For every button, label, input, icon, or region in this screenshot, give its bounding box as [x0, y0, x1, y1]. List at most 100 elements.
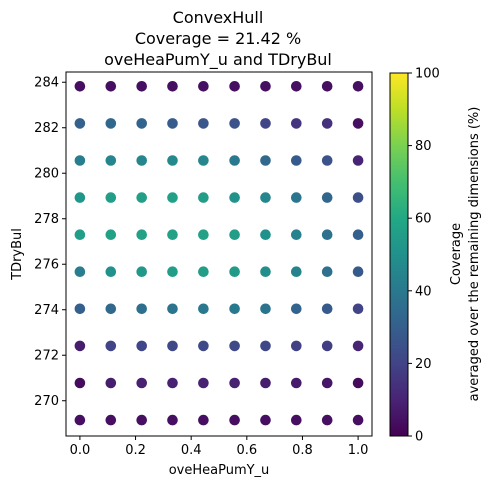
scatter-point [229, 118, 240, 129]
colorbar-tick-label: 100 [415, 67, 440, 82]
scatter-point [291, 81, 302, 92]
scatter-point [291, 229, 302, 240]
scatter-point [136, 81, 147, 92]
scatter-point [198, 229, 209, 240]
scatter-point [105, 266, 117, 278]
y-tick-label: 278 [34, 212, 59, 227]
scatter-point [352, 414, 364, 426]
x-tick-label: 0.2 [125, 443, 146, 458]
scatter-point [291, 118, 302, 129]
colorbar-tick-label: 60 [415, 212, 432, 227]
scatter-point [74, 377, 86, 389]
scatter-point [352, 155, 364, 166]
scatter-point [198, 118, 209, 129]
scatter-point [321, 340, 333, 352]
scatter-point [321, 377, 333, 389]
colorbar-tick-label: 80 [415, 139, 432, 154]
y-axis-ticks: 270 272 274 276 278 280 282 284 [34, 76, 66, 409]
scatter-point [352, 192, 364, 203]
scatter-point [229, 377, 240, 389]
scatter-point [105, 118, 117, 129]
scatter-point [352, 303, 364, 315]
scatter-point [291, 414, 302, 426]
scatter-point [198, 81, 209, 92]
scatter-point [291, 377, 302, 389]
scatter-point [352, 229, 364, 240]
scatter-point [321, 192, 333, 203]
x-axis-ticks: 0.0 0.2 0.4 0.6 0.8 1.0 [70, 436, 369, 458]
scatter-point [198, 303, 209, 315]
x-tick-label: 1.0 [348, 443, 369, 458]
scatter-points [74, 81, 364, 426]
scatter-point [229, 155, 240, 166]
y-tick-label: 270 [34, 394, 59, 409]
scatter-point [321, 266, 333, 278]
scatter-point [229, 340, 240, 352]
x-tick-label: 0.8 [292, 443, 313, 458]
scatter-point [136, 229, 147, 240]
scatter-point [321, 81, 333, 92]
scatter-point [167, 303, 178, 315]
scatter-point [136, 155, 147, 166]
scatter-point [74, 118, 86, 129]
y-tick-label: 282 [34, 121, 59, 136]
colorbar-label-line-1: Coverage [449, 223, 464, 285]
y-axis-label: TDryBul [10, 228, 25, 281]
scatter-point [321, 229, 333, 240]
y-tick-label: 284 [34, 76, 59, 91]
colorbar-tick-label: 40 [415, 284, 432, 299]
chart-title-line-2: Coverage = 21.42 % [135, 29, 301, 48]
scatter-point [352, 81, 364, 92]
x-tick-label: 0.4 [181, 443, 202, 458]
scatter-point [198, 414, 209, 426]
scatter-point [105, 340, 117, 352]
scatter-point [260, 229, 271, 240]
scatter-point [74, 303, 86, 315]
scatter-point [291, 340, 302, 352]
y-tick-label: 276 [34, 258, 59, 273]
scatter-point [105, 229, 117, 240]
x-axis-label: oveHeaPumY_u [169, 463, 270, 478]
scatter-point [352, 266, 364, 278]
scatter-point [105, 81, 117, 92]
scatter-point [167, 266, 178, 278]
scatter-point [74, 192, 86, 203]
x-tick-label: 0.0 [70, 443, 91, 458]
scatter-point [105, 155, 117, 166]
scatter-point [291, 266, 302, 278]
scatter-point [260, 118, 271, 129]
scatter-point [260, 414, 271, 426]
scatter-point [198, 340, 209, 352]
scatter-point [136, 266, 147, 278]
scatter-point [260, 340, 271, 352]
scatter-point [74, 414, 86, 426]
scatter-point [260, 192, 271, 203]
scatter-point [136, 340, 147, 352]
chart-title-line-1: ConvexHull [173, 8, 264, 27]
scatter-point [105, 192, 117, 203]
scatter-point [74, 229, 86, 240]
scatter-point [198, 377, 209, 389]
scatter-point [229, 303, 240, 315]
y-tick-label: 272 [34, 349, 59, 364]
scatter-point [321, 303, 333, 315]
scatter-point [229, 266, 240, 278]
colorbar-label-line-2: averaged over the remaining dimensions (… [467, 107, 482, 402]
scatter-point [105, 303, 117, 315]
scatter-point [74, 266, 86, 278]
x-tick-label: 0.6 [236, 443, 257, 458]
colorbar-tick-label: 20 [415, 357, 432, 372]
scatter-point [260, 303, 271, 315]
colorbar [389, 72, 409, 437]
scatter-point [74, 340, 86, 352]
chart-title-line-3: oveHeaPumY_u and TDryBul [104, 50, 332, 70]
scatter-point [352, 118, 364, 129]
scatter-point [198, 266, 209, 278]
scatter-point [260, 81, 271, 92]
scatter-point [198, 192, 209, 203]
scatter-point [105, 414, 117, 426]
scatter-point [74, 155, 86, 166]
scatter-point [352, 340, 364, 352]
colorbar-tick-label: 0 [415, 430, 423, 445]
